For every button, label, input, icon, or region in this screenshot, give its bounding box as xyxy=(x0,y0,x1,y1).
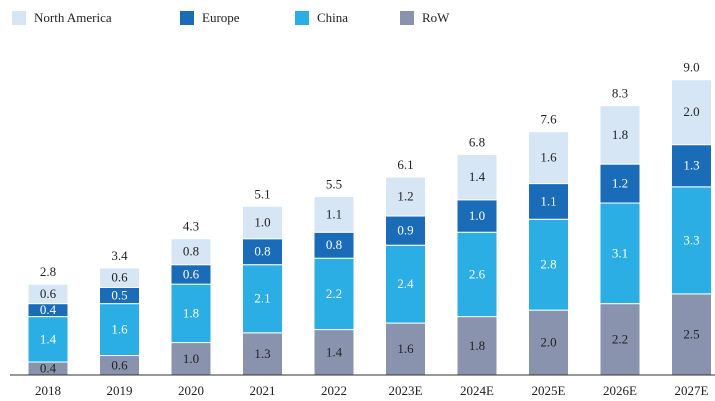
value-label: 0.4 xyxy=(40,360,57,375)
value-label: 2.2 xyxy=(612,331,628,346)
total-label: 6.8 xyxy=(469,134,485,149)
bar-segment xyxy=(528,218,569,311)
value-label: 2.1 xyxy=(254,291,270,306)
bar-segment xyxy=(27,316,69,363)
total-label: 7.6 xyxy=(540,112,557,127)
total-label: 8.3 xyxy=(612,86,628,101)
value-label: 1.8 xyxy=(612,127,628,142)
total-label: 5.1 xyxy=(254,186,270,201)
bar-segment xyxy=(170,238,212,266)
value-label: 0.5 xyxy=(111,287,127,302)
bar-segment xyxy=(99,267,140,288)
bar-segment xyxy=(528,183,569,220)
x-tick-label: 2026E xyxy=(603,383,637,398)
value-label: 2.8 xyxy=(540,257,556,272)
value-label: 1.6 xyxy=(111,322,128,337)
x-tick-label: 2027E xyxy=(675,383,709,398)
value-label: 0.4 xyxy=(40,302,57,317)
legend-swatch xyxy=(295,11,309,25)
total-label: 3.4 xyxy=(111,248,128,263)
x-tick-label: 2019 xyxy=(107,383,133,398)
value-label: 0.8 xyxy=(254,244,270,259)
bar-segment xyxy=(528,309,569,376)
bar-segment xyxy=(528,131,569,185)
x-tick-label: 2020 xyxy=(178,383,204,398)
legend-label: North America xyxy=(34,10,112,25)
legend-swatch xyxy=(400,11,414,25)
value-label: 1.4 xyxy=(469,169,486,184)
legend-label: RoW xyxy=(422,10,450,25)
value-label: 1.6 xyxy=(397,341,414,356)
legend-label: China xyxy=(317,10,348,25)
x-tick-label: 2024E xyxy=(460,383,494,398)
value-label: 2.6 xyxy=(469,266,486,281)
bar-segment xyxy=(242,264,283,334)
value-label: 1.0 xyxy=(183,351,199,366)
x-tick-label: 2018 xyxy=(35,383,61,398)
x-tick-label: 2023E xyxy=(389,383,423,398)
bar-segment xyxy=(456,316,498,376)
value-label: 0.8 xyxy=(326,237,342,252)
x-tick-label: 2022 xyxy=(321,383,347,398)
bar-segment xyxy=(599,105,641,165)
value-label: 2.5 xyxy=(683,326,699,341)
bar-segment xyxy=(170,283,212,344)
value-label: 1.4 xyxy=(326,344,343,359)
value-label: 1.0 xyxy=(469,208,485,223)
value-label: 0.6 xyxy=(40,286,57,301)
bar-segment xyxy=(27,283,69,305)
bar-segment xyxy=(671,79,712,146)
bar-segment xyxy=(671,293,712,376)
value-label: 1.1 xyxy=(540,193,556,208)
value-label: 1.2 xyxy=(397,189,413,204)
bar-segment xyxy=(599,303,641,376)
bar-segment xyxy=(599,202,641,305)
bar-segment xyxy=(242,205,283,240)
value-label: 0.8 xyxy=(183,244,199,259)
value-label: 3.3 xyxy=(683,232,699,247)
value-label: 2.0 xyxy=(540,335,556,350)
value-label: 1.1 xyxy=(326,206,342,221)
bar-segment xyxy=(671,144,712,188)
value-label: 3.1 xyxy=(612,245,628,260)
total-label: 2.8 xyxy=(40,264,56,279)
value-label: 0.9 xyxy=(397,223,413,238)
bar-segment xyxy=(456,199,498,233)
bar-segment xyxy=(385,244,426,324)
value-label: 1.0 xyxy=(254,214,270,229)
bar-segment xyxy=(671,186,712,295)
value-label: 0.6 xyxy=(111,357,128,372)
legend-label: Europe xyxy=(202,10,240,25)
legend-swatch xyxy=(12,11,26,25)
value-label: 1.6 xyxy=(540,150,557,165)
bar-segment xyxy=(242,238,283,266)
bar-segment xyxy=(313,196,355,233)
total-label: 9.0 xyxy=(683,60,699,75)
value-label: 2.4 xyxy=(397,276,414,291)
legend-swatch xyxy=(180,11,194,25)
value-label: 2.2 xyxy=(326,286,342,301)
value-label: 1.4 xyxy=(40,331,57,346)
value-label: 0.6 xyxy=(111,270,128,285)
x-tick-label: 2025E xyxy=(532,383,566,398)
x-tick-label: 2021 xyxy=(250,383,276,398)
value-label: 0.6 xyxy=(183,266,200,281)
total-label: 4.3 xyxy=(183,219,199,234)
bar-segment xyxy=(456,153,498,201)
value-label: 1.8 xyxy=(469,338,485,353)
value-label: 1.3 xyxy=(683,158,699,173)
bar-segment xyxy=(385,176,426,217)
value-label: 1.2 xyxy=(612,176,628,191)
total-label: 6.1 xyxy=(397,157,413,172)
value-label: 2.0 xyxy=(683,104,699,119)
value-label: 1.3 xyxy=(254,346,270,361)
bar-segment xyxy=(385,322,426,376)
total-label: 5.5 xyxy=(326,177,342,192)
value-label: 1.8 xyxy=(183,305,199,320)
